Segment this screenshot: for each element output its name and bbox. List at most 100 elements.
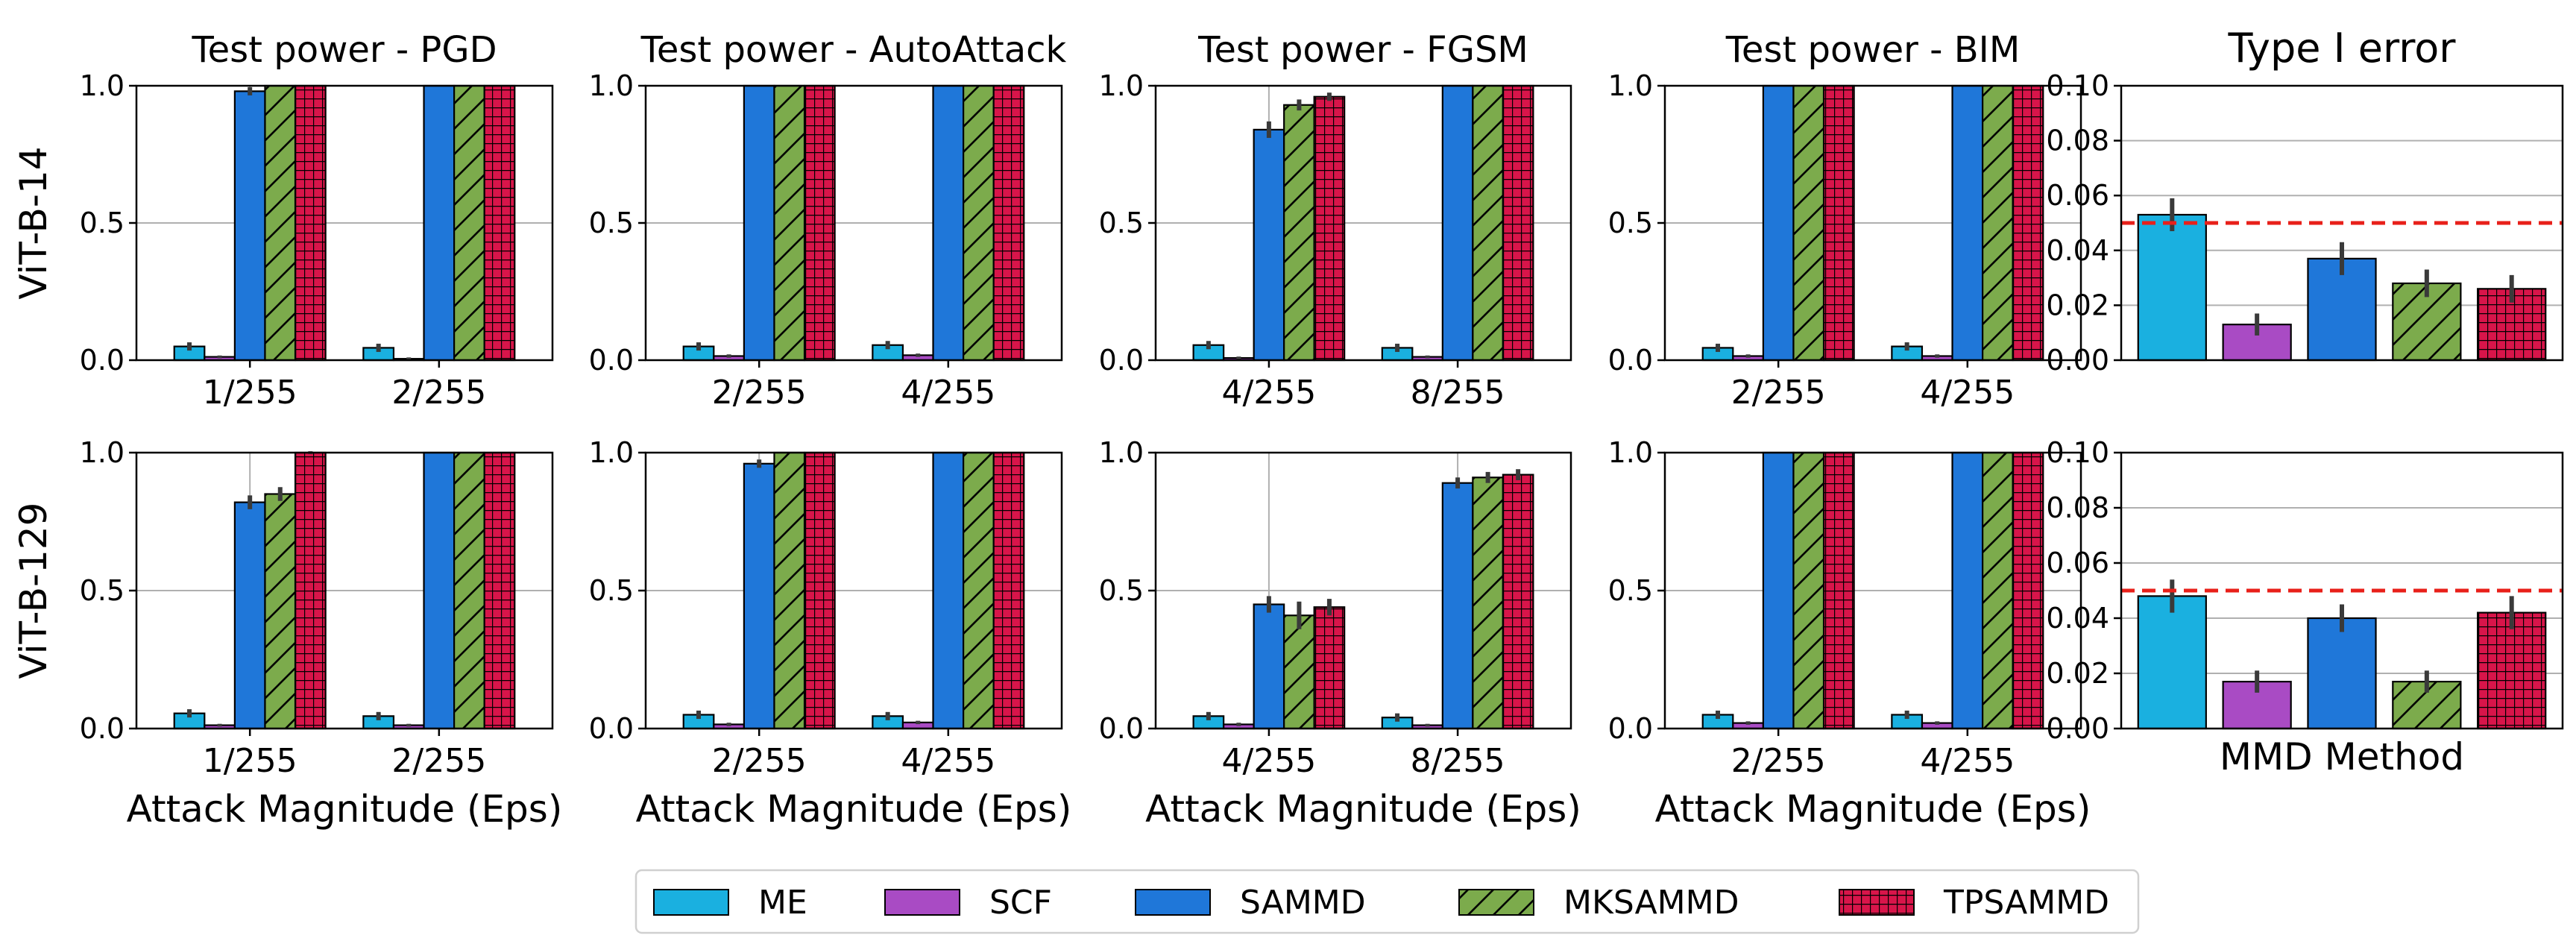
bar-scf-0 (204, 725, 235, 729)
bar-mksammd-0-hatch (1793, 453, 1824, 729)
bar-mksammd-0-hatch (1284, 615, 1314, 729)
ytick-label: 0.5 (80, 574, 125, 607)
bar-sammd (2308, 618, 2376, 729)
legend-swatch-edge (1458, 889, 1534, 916)
legend-swatch-edge (1839, 889, 1915, 916)
ytick-label: 0.0 (1608, 712, 1653, 745)
xtick-label: 1/255 (203, 374, 297, 412)
xtick-label: 8/255 (1411, 742, 1505, 780)
bar-me-0 (683, 714, 714, 729)
legend-swatch-edge (884, 889, 960, 916)
bar-mksammd-0-hatch (1793, 86, 1824, 360)
bar-scf-0 (1733, 356, 1763, 360)
xtick-label: 2/255 (1731, 374, 1826, 412)
panel-title: Test power - BIM (1725, 29, 2020, 71)
ytick-label: 0.0 (80, 344, 125, 377)
ytick-label: 0.10 (2046, 436, 2109, 469)
ytick-label: 1.0 (589, 69, 634, 102)
bar-tpsammd-0-hatch (1824, 453, 1854, 729)
x-axis-label: Attack Magnitude (Eps) (636, 787, 1072, 831)
bar-sammd-1 (423, 453, 455, 729)
ytick-label: 0.5 (1099, 207, 1144, 239)
bar-tpsammd-0-hatch (804, 453, 835, 729)
xtick-label: 4/255 (1920, 742, 2015, 780)
xtick-label: 4/255 (1222, 742, 1317, 780)
ytick-label: 0.0 (1608, 344, 1653, 377)
power-panel-5: 0.0 0.5 1.0 2/255 4/255 Attack Magnitude (Eps… (589, 436, 1072, 831)
ytick-label: 1.0 (589, 436, 634, 469)
bar-scf-0 (714, 356, 744, 360)
ytick-label: 1.0 (1608, 69, 1653, 102)
type1-panel-1: 0.00 0.02 0.04 0.06 0.08 0.10 MMD Method (2046, 436, 2564, 778)
bar-mksammd-1-hatch (963, 86, 994, 360)
bar-tpsammd-0-hatch (1314, 607, 1345, 729)
bar-tpsammd-1-hatch (1502, 86, 1534, 360)
type1-panel-0: 0.00 0.02 0.04 0.06 0.08 0.10 Type I error (2046, 25, 2564, 377)
x-axis-label: Attack Magnitude (Eps) (1145, 787, 1581, 831)
ytick-label: 1.0 (1099, 436, 1144, 469)
bar-sammd-0 (1253, 604, 1285, 729)
ytick-label: 1.0 (80, 436, 125, 469)
bar-me-1 (363, 716, 394, 729)
xtick-label: 2/255 (391, 374, 486, 412)
bar-me-0 (174, 346, 205, 360)
ytick-label: 0.08 (2046, 491, 2109, 524)
bar-mksammd-1-hatch (1983, 86, 2013, 360)
bar-sammd-0 (1763, 86, 1794, 360)
ytick-label: 0.5 (589, 574, 634, 607)
bar-scf-1 (1412, 725, 1443, 729)
bar-tpsammd-1-hatch (484, 453, 515, 729)
legend: ME SCF SAMMD MKSAMMD TPSAMMD (634, 869, 2140, 934)
y-axis-label: ViT-B-129 (12, 503, 55, 679)
bar-me-0 (1702, 347, 1733, 360)
bar-me (2138, 596, 2206, 729)
legend-label: SCF (989, 884, 1052, 922)
legend-swatch (654, 890, 728, 915)
bar-sammd-0 (743, 86, 775, 360)
ytick-label: 0.10 (2046, 69, 2109, 102)
bar-me-0 (174, 713, 205, 729)
panel-title: Test power - FGSM (1197, 29, 1528, 71)
bar-mksammd-1-hatch (963, 453, 994, 729)
bar-me-0 (1193, 345, 1224, 360)
bar-tpsammd-0-hatch (295, 86, 326, 360)
axes-frame (2120, 84, 2564, 362)
xtick-label: 4/255 (901, 742, 995, 780)
bar-sammd-0 (234, 91, 265, 361)
bar-scf-1 (1921, 723, 1953, 729)
bar-me-1 (872, 716, 903, 729)
bar-me-0 (1702, 714, 1733, 729)
axes-frame (2120, 451, 2564, 730)
ytick-label: 0.04 (2046, 602, 2109, 635)
bar-me-1 (363, 347, 394, 360)
bar-mksammd-1-hatch (454, 453, 485, 729)
bar-sammd-1 (1442, 86, 1473, 360)
bar-scf-1 (393, 725, 424, 729)
bar-mksammd-0-hatch (774, 453, 805, 729)
panel-title: Test power - AutoAttack (640, 29, 1067, 71)
panel-title: Test power - PGD (191, 29, 497, 71)
ytick-label: 0.0 (80, 712, 125, 745)
bar-mksammd-1-hatch (1473, 477, 1503, 729)
bar-scf-0 (204, 356, 235, 360)
bar-mksammd-1-hatch (454, 86, 485, 360)
ytick-label: 0.0 (589, 712, 634, 745)
legend-entry-me: ME (653, 884, 807, 922)
xtick-label: 2/255 (712, 742, 807, 780)
legend-swatch-hatch (1459, 890, 1534, 915)
xtick-label: 2/255 (391, 742, 486, 780)
ytick-label: 0.5 (80, 207, 125, 239)
x-axis-label: MMD Method (2220, 735, 2464, 778)
bar-sammd-0 (1763, 453, 1794, 729)
xtick-label: 4/255 (901, 374, 995, 412)
bar-tpsammd-1-hatch (993, 86, 1024, 360)
bar-sammd-0 (234, 502, 265, 729)
subplots: 0.0 0.5 1.0 1/255 2/255 Test power - PGD ViT-B… (12, 25, 2564, 831)
x-axis-label: Attack Magnitude (Eps) (1655, 787, 2091, 831)
bar-scf-0 (1733, 723, 1763, 729)
bar-tpsammd-hatch (2478, 612, 2546, 729)
bar-sammd-1 (1952, 453, 1983, 729)
ytick-label: 0.5 (1608, 574, 1653, 607)
bar-scf-0 (714, 724, 744, 729)
ytick-label: 0.06 (2046, 179, 2109, 212)
